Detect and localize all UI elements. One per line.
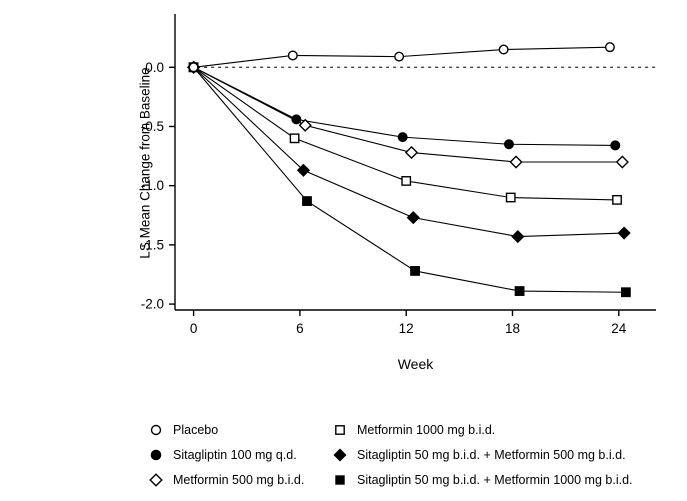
svg-text:0: 0 <box>190 321 198 336</box>
svg-text:-1.5: -1.5 <box>141 237 164 252</box>
x-axis-label: Week <box>397 356 434 372</box>
svg-text:-2.0: -2.0 <box>141 297 164 312</box>
legend: Placebo Metformin 1000 mg b.i.d. Sitagli… <box>148 417 633 492</box>
y-axis-label: LS Mean Change from Baseline <box>137 67 153 259</box>
legend-label: Placebo <box>173 422 219 437</box>
svg-text:24: 24 <box>611 321 627 336</box>
svg-text:0.0: 0.0 <box>145 60 164 75</box>
circle-filled-icon <box>150 449 162 460</box>
diamond-filled-icon <box>333 447 347 462</box>
legend-item-sitagliptin-50-metformin-1000: Sitagliptin 50 mg b.i.d. + Metformin 100… <box>332 467 633 492</box>
legend-item-sitagliptin-50-metformin-500: Sitagliptin 50 mg b.i.d. + Metformin 500… <box>332 442 633 467</box>
square-open-icon <box>335 424 345 435</box>
plot-svg: 0 6 12 18 24 0.0 -0.5 -1.0 -1.5 -2.0 <box>141 14 659 336</box>
svg-text:-1.0: -1.0 <box>141 178 164 193</box>
svg-text:6: 6 <box>296 321 304 336</box>
legend-item-metformin-1000: Metformin 1000 mg b.i.d. <box>332 417 633 442</box>
chart: 0 6 12 18 24 0.0 -0.5 -1.0 -1.5 -2.0 <box>141 14 659 336</box>
legend-label: Sitagliptin 50 mg b.i.d. + Metformin 500… <box>357 447 626 462</box>
legend-item-metformin-500: Metformin 500 mg b.i.d. <box>148 467 332 492</box>
legend-label: Sitagliptin 100 mg q.d. <box>173 447 297 462</box>
legend-item-sitagliptin-100: Sitagliptin 100 mg q.d. <box>148 442 332 467</box>
legend-label: Sitagliptin 50 mg b.i.d. + Metformin 100… <box>357 472 633 487</box>
svg-text:-0.5: -0.5 <box>141 119 164 134</box>
legend-label: Metformin 500 mg b.i.d. <box>173 472 305 487</box>
square-filled-icon <box>335 474 345 485</box>
legend-item-placebo: Placebo <box>148 417 332 442</box>
svg-text:12: 12 <box>399 321 414 336</box>
circle-open-icon <box>150 424 162 435</box>
svg-text:18: 18 <box>505 321 520 336</box>
legend-label: Metformin 1000 mg b.i.d. <box>357 422 496 437</box>
diamond-open-icon <box>149 472 163 487</box>
